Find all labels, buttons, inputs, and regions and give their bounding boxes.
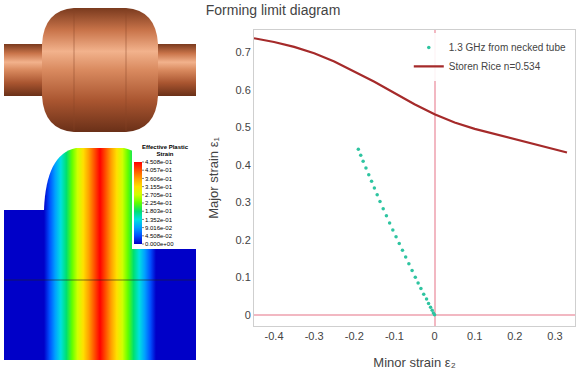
svg-text:0.6: 0.6 xyxy=(236,84,251,96)
svg-text:-0.4: -0.4 xyxy=(265,330,284,342)
svg-text:-0.3: -0.3 xyxy=(305,330,324,342)
svg-text:Minor strain ε₂: Minor strain ε₂ xyxy=(373,355,455,370)
svg-text:2.254e-01: 2.254e-01 xyxy=(145,200,173,206)
svg-text:0.1: 0.1 xyxy=(236,271,251,283)
svg-text:Effective Plastic: Effective Plastic xyxy=(142,144,189,150)
svg-text:0.3: 0.3 xyxy=(547,330,562,342)
svg-text:0.2: 0.2 xyxy=(507,330,522,342)
svg-text:0.4: 0.4 xyxy=(236,159,251,171)
svg-text:0: 0 xyxy=(245,309,251,321)
svg-text:1.3 GHz from necked tube: 1.3 GHz from necked tube xyxy=(449,42,566,53)
svg-text:0.000e+00: 0.000e+00 xyxy=(145,241,174,247)
svg-text:0.3: 0.3 xyxy=(236,196,251,208)
svg-text:0.7: 0.7 xyxy=(236,46,251,58)
svg-text:4.057e-01: 4.057e-01 xyxy=(145,167,173,173)
svg-text:-0.2: -0.2 xyxy=(345,330,364,342)
svg-text:-0.1: -0.1 xyxy=(385,330,404,342)
svg-text:1.352e-01: 1.352e-01 xyxy=(145,217,173,223)
svg-text:Major strain ε₁: Major strain ε₁ xyxy=(206,137,221,219)
svg-text:4.508e-01: 4.508e-01 xyxy=(145,159,173,165)
svg-text:9.016e-02: 9.016e-02 xyxy=(145,225,173,231)
svg-text:Strain: Strain xyxy=(156,151,173,157)
svg-text:0: 0 xyxy=(431,330,437,342)
svg-text:0.2: 0.2 xyxy=(236,234,251,246)
svg-text:0.1: 0.1 xyxy=(467,330,482,342)
svg-text:Forming limit diagram: Forming limit diagram xyxy=(206,2,341,18)
svg-text:1.803e-01: 1.803e-01 xyxy=(145,208,173,214)
svg-text:3.606e-01: 3.606e-01 xyxy=(145,176,173,182)
svg-text:0.5: 0.5 xyxy=(236,121,251,133)
svg-text:4.508e-02: 4.508e-02 xyxy=(145,233,173,239)
svg-text:2.705e-01: 2.705e-01 xyxy=(145,192,173,198)
svg-text:Storen Rice n=0.534: Storen Rice n=0.534 xyxy=(449,61,541,72)
svg-text:3.155e-01: 3.155e-01 xyxy=(145,184,173,190)
